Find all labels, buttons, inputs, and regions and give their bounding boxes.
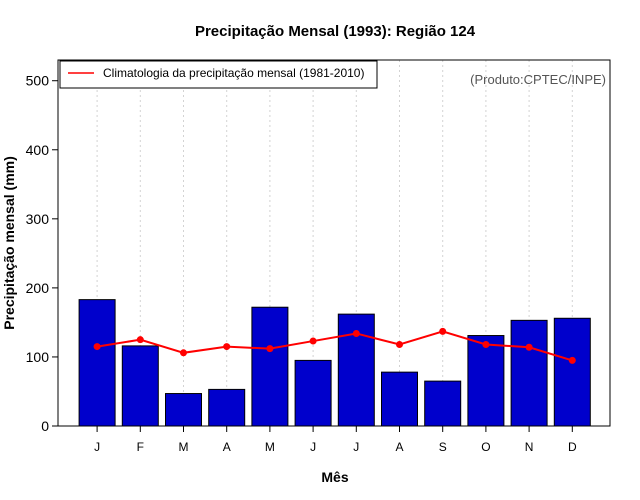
legend-entry: Climatologia da precipitação mensal (198…: [103, 66, 364, 80]
x-tick-label: J: [94, 440, 100, 454]
bar: [424, 380, 462, 427]
climatology-point: [568, 356, 576, 364]
chart-title: Precipitação Mensal (1993): Região 124: [195, 23, 476, 40]
x-tick-label: M: [179, 440, 189, 454]
y-axis: 0 100 200 300 400 500: [26, 73, 58, 434]
y-tick-label: 100: [26, 349, 50, 365]
bar: [294, 359, 332, 427]
climatology-point: [223, 343, 231, 351]
x-tick-label: N: [525, 440, 534, 454]
plot-frame: [57, 59, 611, 427]
bar: [251, 306, 289, 427]
y-tick-label: 0: [41, 418, 49, 434]
x-tick-label: M: [265, 440, 275, 454]
bar: [510, 319, 548, 427]
climatology-point: [309, 337, 317, 345]
climatology-line: [96, 330, 573, 362]
bars-group: [78, 299, 591, 427]
x-tick-label: D: [568, 440, 577, 454]
bar: [121, 345, 159, 427]
source-annotation: (Produto:CPTEC/INPE): [470, 72, 606, 87]
climatology-line-group: [93, 327, 576, 364]
bar: [78, 299, 116, 427]
climatology-point: [136, 336, 144, 344]
legend: Climatologia da precipitação mensal (198…: [59, 60, 378, 89]
climatology-point: [266, 345, 274, 353]
climatology-point: [180, 349, 187, 357]
x-tick-label: A: [395, 440, 403, 454]
y-tick-label: 300: [26, 211, 50, 227]
climatology-point: [352, 329, 360, 337]
bar: [381, 371, 418, 427]
x-tick-label: F: [137, 440, 144, 454]
x-axis-label: Mês: [321, 469, 348, 485]
y-tick-label: 400: [26, 142, 50, 158]
x-tick-label: J: [310, 440, 316, 454]
bar: [467, 335, 505, 427]
x-tick-label: O: [481, 440, 490, 454]
climatology-point: [93, 343, 101, 351]
x-tick-label: J: [353, 440, 359, 454]
legend-box: [59, 60, 378, 89]
y-axis-label: Precipitação mensal (mm): [1, 156, 17, 330]
climatology-point: [439, 327, 447, 335]
x-tick-label: S: [439, 440, 447, 454]
climatology-point: [396, 341, 403, 349]
climatology-point: [482, 341, 490, 349]
y-tick-label: 500: [26, 73, 50, 89]
x-tick-label: A: [223, 440, 231, 454]
y-tick-label: 200: [26, 280, 50, 296]
bar: [165, 393, 202, 427]
climatology-point: [525, 343, 533, 351]
bar: [208, 388, 246, 427]
bar: [553, 317, 591, 427]
